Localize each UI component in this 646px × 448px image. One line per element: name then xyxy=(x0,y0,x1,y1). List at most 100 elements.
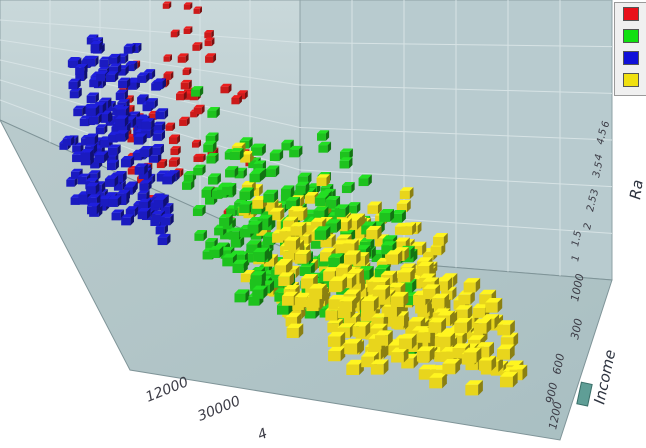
cube-top xyxy=(294,249,311,255)
cube-top xyxy=(467,335,485,340)
data-point xyxy=(499,372,518,388)
data-point xyxy=(344,250,361,265)
cube-top xyxy=(86,92,99,96)
cube-top xyxy=(96,70,109,74)
data-point xyxy=(297,172,312,185)
cube-top xyxy=(441,273,458,278)
cube-side xyxy=(201,104,205,115)
cube-top xyxy=(328,346,346,351)
cube-side xyxy=(352,296,357,312)
cube-front xyxy=(192,208,203,217)
cube-side xyxy=(167,233,171,246)
cube-front xyxy=(342,243,355,254)
cube-front xyxy=(94,155,105,164)
data-point xyxy=(473,318,492,334)
cube-top xyxy=(108,53,121,58)
cube-side xyxy=(117,53,121,65)
cube-side xyxy=(176,157,180,167)
cube-front xyxy=(219,217,230,227)
cube-top xyxy=(79,115,93,119)
cube-front xyxy=(391,213,402,223)
cube-top xyxy=(399,187,414,191)
cube-top xyxy=(316,130,330,134)
cube-side xyxy=(275,165,280,178)
cube-top xyxy=(252,143,266,148)
cube-side xyxy=(98,113,102,125)
cube-top xyxy=(433,233,448,237)
y-tick-label: 6 xyxy=(600,120,612,129)
data-point xyxy=(193,104,205,115)
cube-front xyxy=(168,160,177,167)
cube-top xyxy=(153,78,166,82)
cube-side xyxy=(108,110,112,122)
cube-front xyxy=(193,107,202,115)
cube-front xyxy=(155,227,165,235)
data-point xyxy=(134,163,148,175)
cube-top xyxy=(121,214,134,218)
cube-front xyxy=(479,294,492,305)
cube-top xyxy=(369,323,388,329)
cube-front xyxy=(256,227,268,236)
cube-top xyxy=(269,149,284,154)
cube-top xyxy=(193,6,203,9)
cube-top xyxy=(192,42,203,45)
cube-top xyxy=(127,79,140,83)
data-points xyxy=(59,1,528,396)
cube-side xyxy=(78,87,82,99)
cube-side xyxy=(146,72,150,83)
data-point xyxy=(204,30,214,39)
data-point xyxy=(269,207,285,221)
data-point xyxy=(99,110,112,122)
data-point xyxy=(220,83,232,94)
cube-top xyxy=(341,182,355,186)
data-point xyxy=(328,346,346,362)
cube-top xyxy=(419,273,436,278)
cube-side xyxy=(170,71,174,80)
data-point xyxy=(465,380,483,396)
data-point xyxy=(476,342,494,358)
cube-side xyxy=(307,172,312,185)
cube-top xyxy=(442,358,461,364)
cube-front xyxy=(366,230,378,240)
data-point xyxy=(280,185,295,197)
cube-front xyxy=(301,278,314,289)
cube-side xyxy=(164,159,168,169)
cube-side xyxy=(259,184,263,197)
cube-top xyxy=(215,242,229,247)
cube-top xyxy=(231,142,246,147)
data-point xyxy=(285,196,300,210)
cube-side xyxy=(388,330,393,346)
cube-front xyxy=(89,116,99,125)
cube-side xyxy=(75,135,79,146)
cube-side xyxy=(259,170,264,183)
cube-side xyxy=(198,139,202,148)
legend-item xyxy=(615,3,646,25)
cube-front xyxy=(191,142,199,148)
cube-front xyxy=(194,233,204,241)
cube-front xyxy=(282,251,295,261)
cube-front xyxy=(367,205,378,214)
cube-front xyxy=(417,332,431,343)
cube-side xyxy=(215,132,219,144)
data-point xyxy=(86,104,100,117)
cube-top xyxy=(109,63,122,67)
cube-front xyxy=(465,384,479,396)
data-point xyxy=(85,133,99,145)
cube-top xyxy=(416,257,433,262)
data-point xyxy=(165,122,176,131)
income-marker xyxy=(576,381,593,407)
cube-top xyxy=(138,198,152,202)
cube-side xyxy=(146,190,150,201)
cube-front xyxy=(240,273,252,283)
cube-side xyxy=(444,293,449,309)
cube-front xyxy=(160,217,171,226)
cube-top xyxy=(274,261,291,266)
cube-top xyxy=(117,99,130,103)
cube-side xyxy=(95,55,99,67)
cube-side xyxy=(467,317,472,334)
data-point xyxy=(133,133,147,145)
data-point xyxy=(292,207,308,221)
cube-front xyxy=(137,193,147,201)
